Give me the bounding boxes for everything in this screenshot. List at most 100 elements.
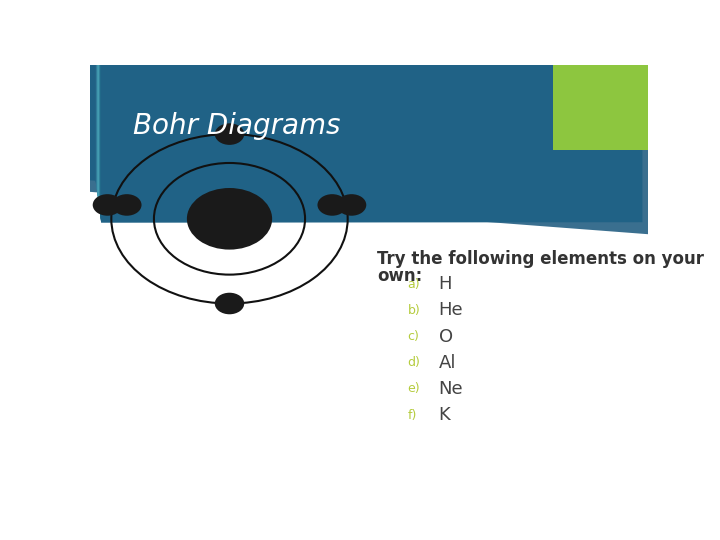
Text: K: K xyxy=(438,406,451,424)
Polygon shape xyxy=(100,65,508,212)
Polygon shape xyxy=(100,65,514,213)
Polygon shape xyxy=(99,65,386,203)
Polygon shape xyxy=(98,65,347,200)
Text: own:: own: xyxy=(377,267,422,285)
Text: He: He xyxy=(438,301,464,320)
Ellipse shape xyxy=(215,293,244,314)
Text: H: H xyxy=(438,275,452,293)
Polygon shape xyxy=(101,65,631,222)
Polygon shape xyxy=(100,65,564,217)
Polygon shape xyxy=(96,65,207,190)
Ellipse shape xyxy=(318,194,347,215)
Polygon shape xyxy=(96,65,202,189)
Text: b): b) xyxy=(408,304,420,317)
Polygon shape xyxy=(100,65,526,214)
Polygon shape xyxy=(99,65,364,201)
Polygon shape xyxy=(99,65,380,202)
Polygon shape xyxy=(96,65,179,187)
Polygon shape xyxy=(97,65,224,191)
Polygon shape xyxy=(96,65,101,181)
Polygon shape xyxy=(98,65,330,199)
Polygon shape xyxy=(98,65,291,196)
Polygon shape xyxy=(96,65,140,185)
Polygon shape xyxy=(96,65,135,184)
Polygon shape xyxy=(97,65,280,195)
Polygon shape xyxy=(99,65,464,209)
Polygon shape xyxy=(100,65,570,217)
Polygon shape xyxy=(99,65,503,212)
Polygon shape xyxy=(101,65,603,220)
Polygon shape xyxy=(99,65,419,206)
Polygon shape xyxy=(97,65,246,193)
Text: c): c) xyxy=(408,330,420,343)
Polygon shape xyxy=(96,65,174,187)
Polygon shape xyxy=(101,65,581,218)
Polygon shape xyxy=(97,65,258,193)
Ellipse shape xyxy=(215,123,244,145)
Polygon shape xyxy=(98,65,297,197)
Polygon shape xyxy=(98,65,313,198)
Polygon shape xyxy=(101,65,587,218)
Polygon shape xyxy=(96,65,185,188)
Polygon shape xyxy=(96,65,107,182)
Polygon shape xyxy=(98,65,352,201)
Polygon shape xyxy=(97,65,218,191)
Ellipse shape xyxy=(93,194,122,215)
Text: f): f) xyxy=(408,409,417,422)
Polygon shape xyxy=(100,65,520,213)
Polygon shape xyxy=(100,65,542,215)
Polygon shape xyxy=(96,65,145,185)
Polygon shape xyxy=(99,65,431,207)
Polygon shape xyxy=(96,65,129,184)
Polygon shape xyxy=(101,65,598,219)
Polygon shape xyxy=(100,65,536,214)
Polygon shape xyxy=(97,65,252,193)
Polygon shape xyxy=(99,65,408,205)
Polygon shape xyxy=(96,65,118,183)
Polygon shape xyxy=(99,65,374,202)
Polygon shape xyxy=(101,65,609,220)
Polygon shape xyxy=(96,65,196,189)
Polygon shape xyxy=(96,65,163,186)
Polygon shape xyxy=(100,65,531,214)
Polygon shape xyxy=(97,65,285,195)
Polygon shape xyxy=(97,65,235,192)
Polygon shape xyxy=(101,65,642,222)
Polygon shape xyxy=(98,65,358,201)
Polygon shape xyxy=(99,65,447,208)
Polygon shape xyxy=(97,65,240,192)
Polygon shape xyxy=(101,65,626,221)
Polygon shape xyxy=(99,65,436,207)
Polygon shape xyxy=(98,65,319,198)
FancyBboxPatch shape xyxy=(554,65,648,150)
Polygon shape xyxy=(90,65,96,181)
Polygon shape xyxy=(96,65,157,186)
Polygon shape xyxy=(101,65,615,220)
Text: a): a) xyxy=(408,278,420,291)
Polygon shape xyxy=(96,65,112,183)
Polygon shape xyxy=(100,65,553,216)
Polygon shape xyxy=(101,65,593,219)
Polygon shape xyxy=(99,65,475,210)
Polygon shape xyxy=(96,65,213,190)
Polygon shape xyxy=(98,65,341,200)
Polygon shape xyxy=(98,65,324,199)
Polygon shape xyxy=(99,65,397,204)
Text: Ne: Ne xyxy=(438,380,464,398)
Polygon shape xyxy=(98,65,336,199)
Polygon shape xyxy=(99,65,492,211)
Text: O: O xyxy=(438,328,453,346)
Polygon shape xyxy=(96,65,124,183)
Polygon shape xyxy=(101,65,620,221)
Polygon shape xyxy=(99,65,441,207)
Polygon shape xyxy=(97,65,269,194)
Polygon shape xyxy=(99,65,486,211)
Text: d): d) xyxy=(408,356,420,369)
Text: Bohr Diagrams: Bohr Diagrams xyxy=(132,112,340,140)
Polygon shape xyxy=(99,65,369,202)
Ellipse shape xyxy=(337,194,366,215)
Text: Try the following elements on your: Try the following elements on your xyxy=(377,249,703,268)
Polygon shape xyxy=(98,65,302,197)
Polygon shape xyxy=(99,65,392,204)
Polygon shape xyxy=(96,65,168,187)
